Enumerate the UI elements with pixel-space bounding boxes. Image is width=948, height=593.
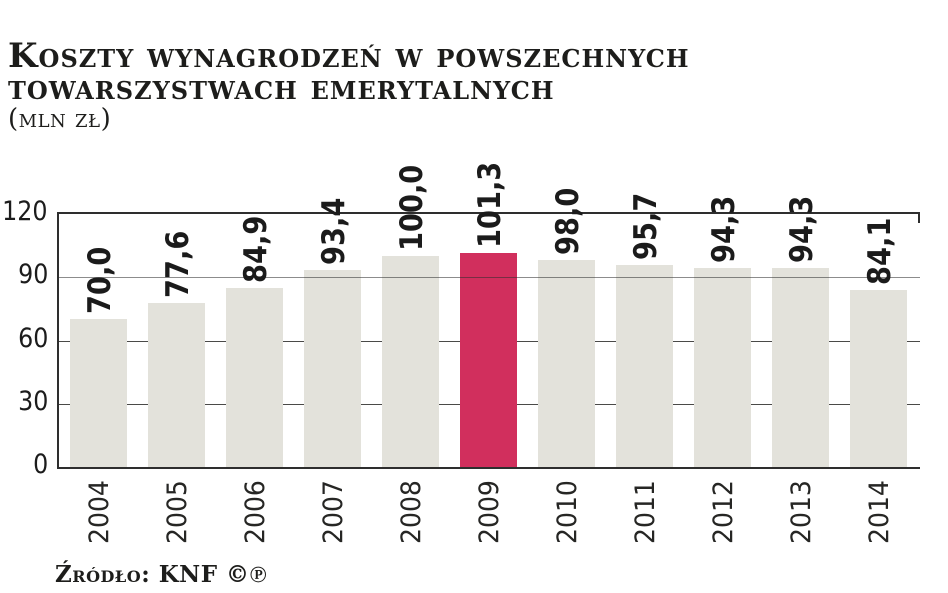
bar-value-label: 94,3 — [705, 195, 742, 264]
bar — [70, 319, 127, 467]
x-axis-year-label: 2007 — [317, 480, 349, 544]
x-axis-year-label: 2004 — [83, 480, 115, 544]
bar-value-label: 101,3 — [471, 162, 508, 249]
y-axis-tick-label: 60 — [17, 322, 48, 354]
bar — [616, 265, 673, 467]
bar — [850, 289, 907, 467]
gridline-90 — [59, 277, 920, 279]
y-axis-tick-label: 90 — [17, 259, 48, 291]
chart-title-line2: towarszystwach emerytalnych — [8, 68, 555, 108]
bar — [226, 288, 283, 467]
x-axis-year-label: 2006 — [239, 480, 271, 544]
bar-value-label: 70,0 — [81, 247, 118, 315]
x-axis-year-label: 2012 — [707, 480, 739, 544]
bar — [694, 268, 751, 467]
x-axis-year-label: 2010 — [551, 480, 583, 544]
y-axis-tick-label: 30 — [17, 385, 48, 417]
bar-value-label: 94,3 — [783, 195, 820, 264]
bar-value-label: 84,1 — [861, 217, 898, 285]
source-note: Źródło: KNF ©℗ — [55, 561, 268, 588]
bar-value-label: 100,0 — [393, 164, 430, 252]
chart-unit-label: (mln zł) — [8, 104, 112, 134]
bar-value-label: 93,4 — [315, 197, 352, 266]
bar-highlighted — [460, 253, 517, 467]
x-axis-year-label: 2005 — [161, 480, 193, 544]
bar — [538, 260, 595, 467]
bar — [772, 268, 829, 467]
top-gridline-right-tick — [918, 214, 920, 223]
x-axis-year-label: 2014 — [863, 480, 895, 544]
x-axis-year-label: 2009 — [473, 480, 505, 544]
chart-title-line1: Koszty wynagrodzeń w powszechnych — [8, 36, 690, 76]
bar-value-label: 84,9 — [237, 215, 274, 284]
y-axis-tick-label: 0 — [32, 449, 48, 480]
plot-area: 70,0 2004 77,6 2005 84,9 2006 93,4 2007 100,0 200… — [57, 162, 920, 544]
bar-value-label: 77,6 — [159, 231, 196, 299]
chart-title: Koszty wynagrodzeń w powszechnych towars… — [8, 36, 690, 134]
bar — [148, 303, 205, 467]
bar — [304, 270, 361, 467]
y-axis-tick-label: 120 — [2, 196, 48, 227]
x-axis-year-label: 2013 — [785, 480, 817, 544]
bar-value-label: 98,0 — [549, 188, 586, 256]
bar — [382, 256, 439, 467]
x-axis-year-label: 2011 — [629, 480, 661, 544]
bar-value-label: 95,7 — [627, 192, 664, 261]
x-axis-year-label: 2008 — [395, 480, 427, 544]
